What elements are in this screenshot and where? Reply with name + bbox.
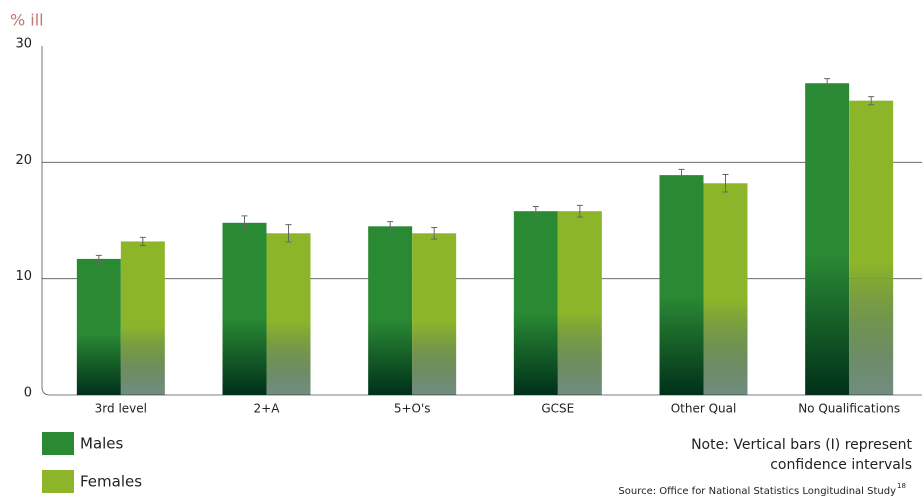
y-tick-label: 10 xyxy=(15,269,32,284)
axis-line xyxy=(41,46,922,396)
bar xyxy=(849,100,894,395)
error-bar xyxy=(678,168,685,182)
legend-label: Females xyxy=(80,473,142,491)
x-tick-label: No Qualifications xyxy=(798,402,900,416)
note: confidence intervals xyxy=(770,457,912,473)
error-bar xyxy=(824,78,831,89)
error-bar xyxy=(285,224,292,243)
error-bar xyxy=(722,174,729,193)
legend-label: Males xyxy=(80,435,124,453)
bar xyxy=(513,211,558,395)
error-bar xyxy=(387,221,394,232)
bar xyxy=(412,233,457,395)
error-bar xyxy=(139,236,146,247)
legend-swatch xyxy=(42,432,74,455)
error-bar xyxy=(241,215,248,231)
bar xyxy=(703,183,748,395)
error-bar xyxy=(868,96,875,106)
error-bar xyxy=(576,204,583,218)
error-bar xyxy=(532,206,539,217)
bar xyxy=(805,83,850,395)
legend-swatch xyxy=(42,470,74,493)
y-tick-label: 20 xyxy=(15,153,32,168)
x-tick-label: GCSE xyxy=(541,402,574,416)
y-tick-label: 0 xyxy=(24,386,32,401)
bar xyxy=(659,175,704,395)
error-bar xyxy=(95,254,102,263)
error-bar xyxy=(431,226,438,240)
bar xyxy=(368,226,413,395)
x-tick-label: 5+O's xyxy=(394,402,431,416)
y-tick-label: 30 xyxy=(15,37,32,52)
bar xyxy=(222,222,267,395)
source-ref: 18 xyxy=(897,482,906,490)
x-tick-label: Other Qual xyxy=(671,402,737,416)
bar xyxy=(266,233,311,395)
x-tick-label: 2+A xyxy=(254,402,281,416)
y-axis-label: % ill xyxy=(10,11,44,30)
bar xyxy=(557,211,602,395)
note: Note: Vertical bars (I) represent xyxy=(691,437,912,453)
x-tick-label: 3rd level xyxy=(95,402,147,416)
source: Source: Office for National Statistics L… xyxy=(618,486,896,496)
bar xyxy=(76,258,121,395)
bar xyxy=(120,241,165,395)
